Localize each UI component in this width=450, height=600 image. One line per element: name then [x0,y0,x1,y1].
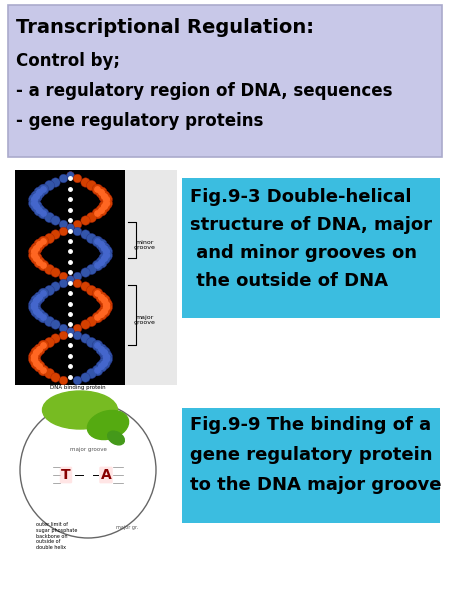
FancyBboxPatch shape [182,178,440,318]
Text: A: A [101,468,112,482]
Ellipse shape [42,391,117,429]
Text: structure of DNA, major: structure of DNA, major [190,216,432,234]
Text: minor
groove: minor groove [134,239,156,250]
Text: major groove: major groove [70,448,107,452]
Ellipse shape [108,431,124,445]
Circle shape [20,402,156,538]
Text: - gene regulatory proteins: - gene regulatory proteins [16,112,263,130]
Text: major
groove: major groove [134,314,156,325]
Text: Fig.9-9 The binding of a: Fig.9-9 The binding of a [190,416,431,434]
Text: and minor grooves on: and minor grooves on [190,244,417,262]
FancyBboxPatch shape [8,5,442,157]
Text: T: T [61,468,71,482]
Text: DNA binding protein: DNA binding protein [50,385,106,391]
Text: outer limit of
sugar phosphate
backbone on
outside of
double helix: outer limit of sugar phosphate backbone … [36,522,77,550]
FancyBboxPatch shape [125,170,177,385]
Ellipse shape [87,410,129,440]
Text: - a regulatory region of DNA, sequences: - a regulatory region of DNA, sequences [16,82,392,100]
Text: Fig.9-3 Double-helical: Fig.9-3 Double-helical [190,188,411,206]
Text: Transcriptional Regulation:: Transcriptional Regulation: [16,18,314,37]
Text: the outside of DNA: the outside of DNA [190,272,388,290]
Text: major gr.: major gr. [116,525,138,530]
Text: Control by;: Control by; [16,52,120,70]
Text: to the DNA major groove: to the DNA major groove [190,476,441,494]
Text: gene regulatory protein: gene regulatory protein [190,446,432,464]
FancyBboxPatch shape [182,408,440,523]
FancyBboxPatch shape [15,170,125,385]
